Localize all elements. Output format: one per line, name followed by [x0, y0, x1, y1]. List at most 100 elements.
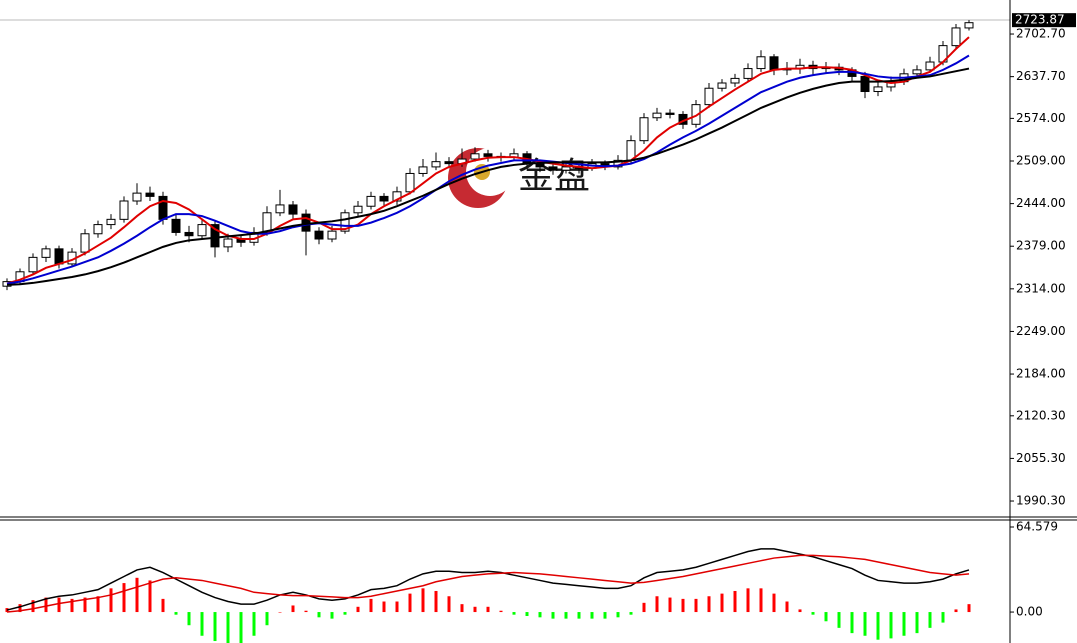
candle-body [275, 204, 285, 214]
candle-body [197, 224, 207, 237]
macd-bar [967, 604, 971, 613]
macd-bar [83, 597, 87, 613]
candle-body [405, 172, 415, 193]
macd-bar [421, 588, 425, 613]
candle-body [743, 68, 753, 79]
candle-body [301, 213, 311, 232]
y-tick-label: 2444.00 [1016, 196, 1066, 210]
candle-body [860, 75, 870, 93]
macd-bar [772, 593, 776, 613]
macd-bar [616, 612, 620, 618]
candle-body [106, 218, 116, 226]
candle-body [93, 224, 103, 235]
candle-body [951, 27, 961, 47]
candle-body [340, 212, 350, 232]
macd-bar [954, 609, 958, 613]
macd-bar [577, 612, 581, 619]
candle-body [132, 192, 142, 202]
y-tick-label: 2055.30 [1016, 451, 1066, 465]
y-tick-label: 2702.70 [1016, 27, 1066, 41]
y-tick-label: 2637.70 [1016, 69, 1066, 83]
macd-bar [707, 596, 711, 613]
macd-bar [512, 612, 516, 615]
macd-bar [70, 598, 74, 613]
macd-bar [551, 612, 555, 619]
macd-bar [369, 598, 373, 613]
macd-bar [447, 596, 451, 613]
macd-bar [148, 580, 152, 613]
macd-bar [590, 612, 594, 619]
candle-body [704, 87, 714, 106]
candle-body [379, 195, 389, 202]
macd-bar [252, 612, 256, 636]
y-tick-label: 64.579 [1016, 520, 1058, 534]
y-tick-label: 0.00 [1016, 605, 1043, 619]
macd-bar [356, 606, 360, 613]
macd-bar [811, 612, 815, 615]
candle-body [353, 205, 363, 214]
y-tick-label: 1990.30 [1016, 494, 1066, 508]
macd-bar [629, 612, 633, 615]
macd-bar [460, 604, 464, 613]
macd-bar [265, 612, 269, 626]
macd-bar [538, 612, 542, 618]
macd-bar [733, 590, 737, 613]
macd-bar [785, 601, 789, 613]
macd-bar [278, 612, 282, 613]
candle-body [548, 166, 558, 171]
candle-body [80, 233, 90, 253]
y-tick-label: 2249.00 [1016, 324, 1066, 338]
candle-body [327, 230, 337, 240]
macd-bar [746, 588, 750, 613]
moving-average-line [6, 36, 970, 285]
macd-bar [395, 601, 399, 613]
candle-body [912, 69, 922, 75]
macd-bar [343, 612, 347, 615]
macd-bar [915, 612, 919, 634]
macd-bar [161, 598, 165, 613]
macd-bar [31, 600, 35, 613]
y-tick-label: 2379.00 [1016, 239, 1066, 253]
macd-bar [304, 610, 308, 613]
candle-body [171, 218, 181, 233]
macd-bar [941, 612, 945, 623]
candle-body [665, 112, 675, 115]
macd-bar [798, 609, 802, 613]
candle-body [158, 195, 168, 220]
macd-bar [174, 612, 178, 615]
macd-bar [876, 612, 880, 640]
macd-bar [213, 612, 217, 642]
candle-body [288, 204, 298, 215]
candle-body [964, 22, 974, 29]
macd-bar [486, 606, 490, 613]
candle-body [314, 230, 324, 240]
macd-bar [18, 604, 22, 613]
candle-body [769, 56, 779, 71]
moving-average-line [6, 67, 970, 286]
candle-body [392, 191, 402, 202]
macd-line [6, 554, 970, 613]
macd-bar [525, 612, 529, 617]
y-tick-label: 2120.30 [1016, 408, 1066, 422]
candle-body [119, 200, 129, 220]
y-tick-label: 2574.00 [1016, 111, 1066, 125]
macd-bar [122, 583, 126, 613]
candle-body [717, 82, 727, 89]
macd-bar [902, 612, 906, 636]
candle-body [210, 224, 220, 248]
candle-body [873, 86, 883, 93]
macd-bar [668, 597, 672, 613]
macd-bar [226, 612, 230, 643]
y-tick-label: 2184.00 [1016, 367, 1066, 381]
macd-bar [239, 612, 243, 643]
macd-bar [564, 612, 568, 619]
macd-bar [330, 612, 334, 619]
macd-bar [681, 598, 685, 613]
candle-body [925, 61, 935, 71]
macd-bar [642, 602, 646, 613]
macd-bar [317, 612, 321, 618]
macd-bar [759, 588, 763, 613]
y-tick-label: 2314.00 [1016, 281, 1066, 295]
candle-body [145, 192, 155, 197]
